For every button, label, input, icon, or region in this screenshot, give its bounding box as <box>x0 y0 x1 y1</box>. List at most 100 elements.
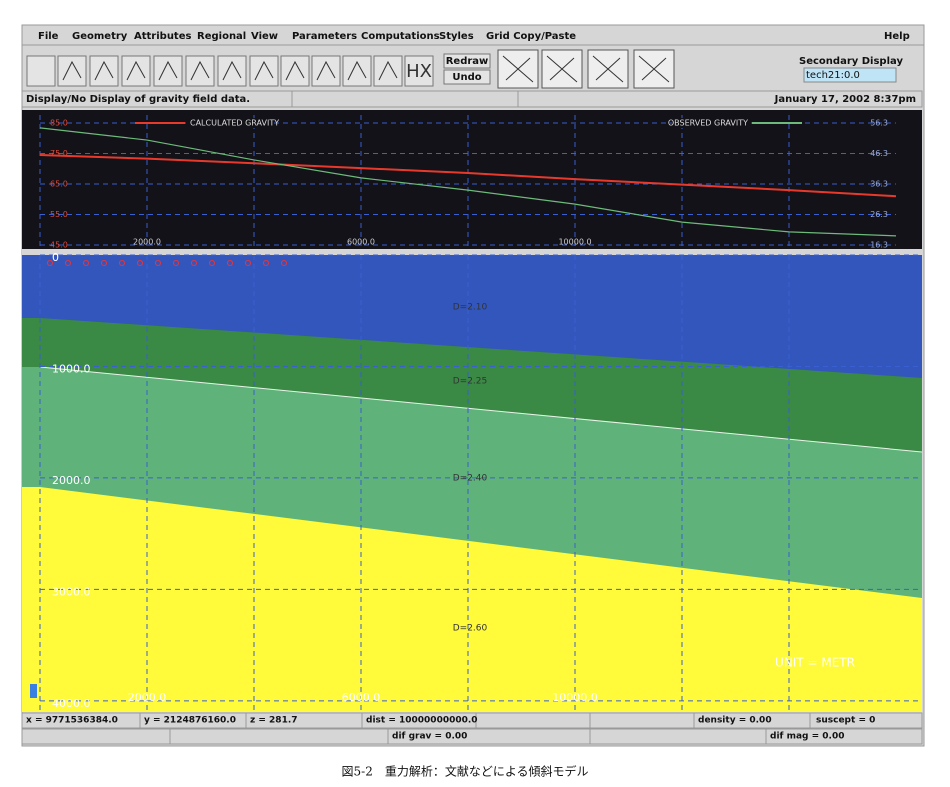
station <box>47 260 53 266</box>
readout: dif grav = 0.00 <box>392 732 467 742</box>
y2-tick-label: 26.3 <box>870 210 888 219</box>
status-message: Display/No Display of gravity field data… <box>26 94 250 105</box>
undo-label[interactable]: Undo <box>452 72 481 83</box>
tool-glyph <box>254 60 274 81</box>
tool-button[interactable] <box>249 55 279 87</box>
depth-label: 3000.0 <box>52 585 91 598</box>
depth-label: 2000.0 <box>52 474 91 487</box>
display-glyph <box>546 55 578 83</box>
tool-text: HX <box>406 61 432 82</box>
tool-button[interactable] <box>26 55 56 87</box>
station <box>263 260 269 266</box>
menu-item[interactable]: File <box>38 31 59 42</box>
layer-label: D=2.40 <box>453 474 488 484</box>
secondary-label: Secondary Display <box>799 56 903 67</box>
station <box>281 260 287 266</box>
y-tick-label: 45.0 <box>50 241 68 250</box>
tool-button[interactable] <box>404 55 434 87</box>
menu-item[interactable]: View <box>251 31 278 42</box>
display-glyph <box>638 55 670 83</box>
menu-item[interactable]: Computations <box>361 31 440 42</box>
tool-button[interactable] <box>217 55 247 87</box>
tool-button[interactable] <box>280 55 310 87</box>
station <box>65 260 71 266</box>
menu-item[interactable]: Parameters <box>292 31 357 42</box>
tool-glyph <box>94 60 114 81</box>
secondary-value[interactable]: tech21:0.0 <box>806 70 860 81</box>
x-tick-label: 2000.0 <box>133 238 161 247</box>
menu-item[interactable]: Geometry <box>72 31 128 42</box>
secondary-field[interactable] <box>803 67 897 83</box>
redraw-label[interactable]: Redraw <box>446 56 489 67</box>
x-tick-label: 10000.0 <box>558 238 591 247</box>
tool-glyph <box>222 60 242 81</box>
station <box>83 260 89 266</box>
status-datetime: January 17, 2002 8:37pm <box>774 94 916 105</box>
tool-glyph <box>158 60 178 81</box>
station <box>245 260 251 266</box>
legend-label: CALCULATED GRAVITY <box>190 119 279 128</box>
readout: density = 0.00 <box>698 716 772 726</box>
tool-button[interactable] <box>57 55 87 87</box>
menu-item[interactable]: Help <box>884 31 910 42</box>
station <box>191 260 197 266</box>
y2-tick-label: 16.3 <box>870 241 888 250</box>
layer-1 <box>40 255 922 378</box>
readout-row <box>21 728 923 745</box>
y-tick-label: 75.0 <box>50 149 68 158</box>
display-glyph <box>502 55 534 83</box>
separator <box>22 249 922 255</box>
tool-glyph <box>126 60 146 81</box>
readout: y = 2124876160.0 <box>144 716 236 726</box>
y2-tick-label: 46.3 <box>870 149 888 158</box>
legend-bg <box>186 118 274 128</box>
station <box>173 260 179 266</box>
menu-item[interactable]: Attributes <box>134 31 191 42</box>
y-tick-label: 85.0 <box>50 119 68 128</box>
y2-tick-label: 56.3 <box>870 119 888 128</box>
model-margin <box>22 318 40 367</box>
tool-button[interactable] <box>311 55 341 87</box>
boundary <box>39 366 923 453</box>
station <box>209 260 215 266</box>
tool-glyph <box>316 60 336 81</box>
readout: dif mag = 0.00 <box>770 732 844 742</box>
readout: dist = 10000000000.0 <box>366 716 478 726</box>
tool-button[interactable] <box>342 55 372 87</box>
unit-label: UNIT = METR <box>775 656 855 670</box>
tool-button[interactable] <box>89 55 119 87</box>
menu-item[interactable]: Styles <box>439 31 474 42</box>
tool-button[interactable] <box>373 55 403 87</box>
layer-label: D=2.60 <box>453 624 488 634</box>
model-margin <box>22 255 40 318</box>
menu-item[interactable]: Regional <box>197 31 246 42</box>
gravity-line <box>39 154 897 198</box>
x-tick-label: 2000.0 <box>128 691 167 704</box>
legend-label: OBSERVED GRAVITY <box>668 119 748 128</box>
station <box>155 260 161 266</box>
undo-button[interactable] <box>443 69 491 85</box>
tool-button[interactable] <box>153 55 183 87</box>
redraw-button[interactable] <box>443 53 491 69</box>
layer-label: D=2.25 <box>453 377 488 387</box>
menu-item[interactable]: Grid Copy/Paste <box>486 31 576 42</box>
legend-bg <box>672 118 750 128</box>
caption: 図5-2 重力解析：文献などによる傾斜モデル <box>342 764 589 779</box>
depth-label: 4000.0 <box>52 697 91 710</box>
station <box>119 260 125 266</box>
display-glyph <box>592 55 624 83</box>
tool-button[interactable] <box>121 55 151 87</box>
tool-glyph <box>347 60 367 81</box>
gravity-line <box>39 127 897 237</box>
gravity-panel <box>22 110 922 249</box>
readout-row <box>21 712 923 729</box>
station <box>227 260 233 266</box>
tool-button[interactable] <box>185 55 215 87</box>
tool-glyph <box>378 60 398 81</box>
x-tick-label: 6000.0 <box>347 238 375 247</box>
layer-label: D=2.10 <box>453 303 488 313</box>
status-bar <box>21 90 923 108</box>
y2-tick-label: 36.3 <box>870 180 888 189</box>
